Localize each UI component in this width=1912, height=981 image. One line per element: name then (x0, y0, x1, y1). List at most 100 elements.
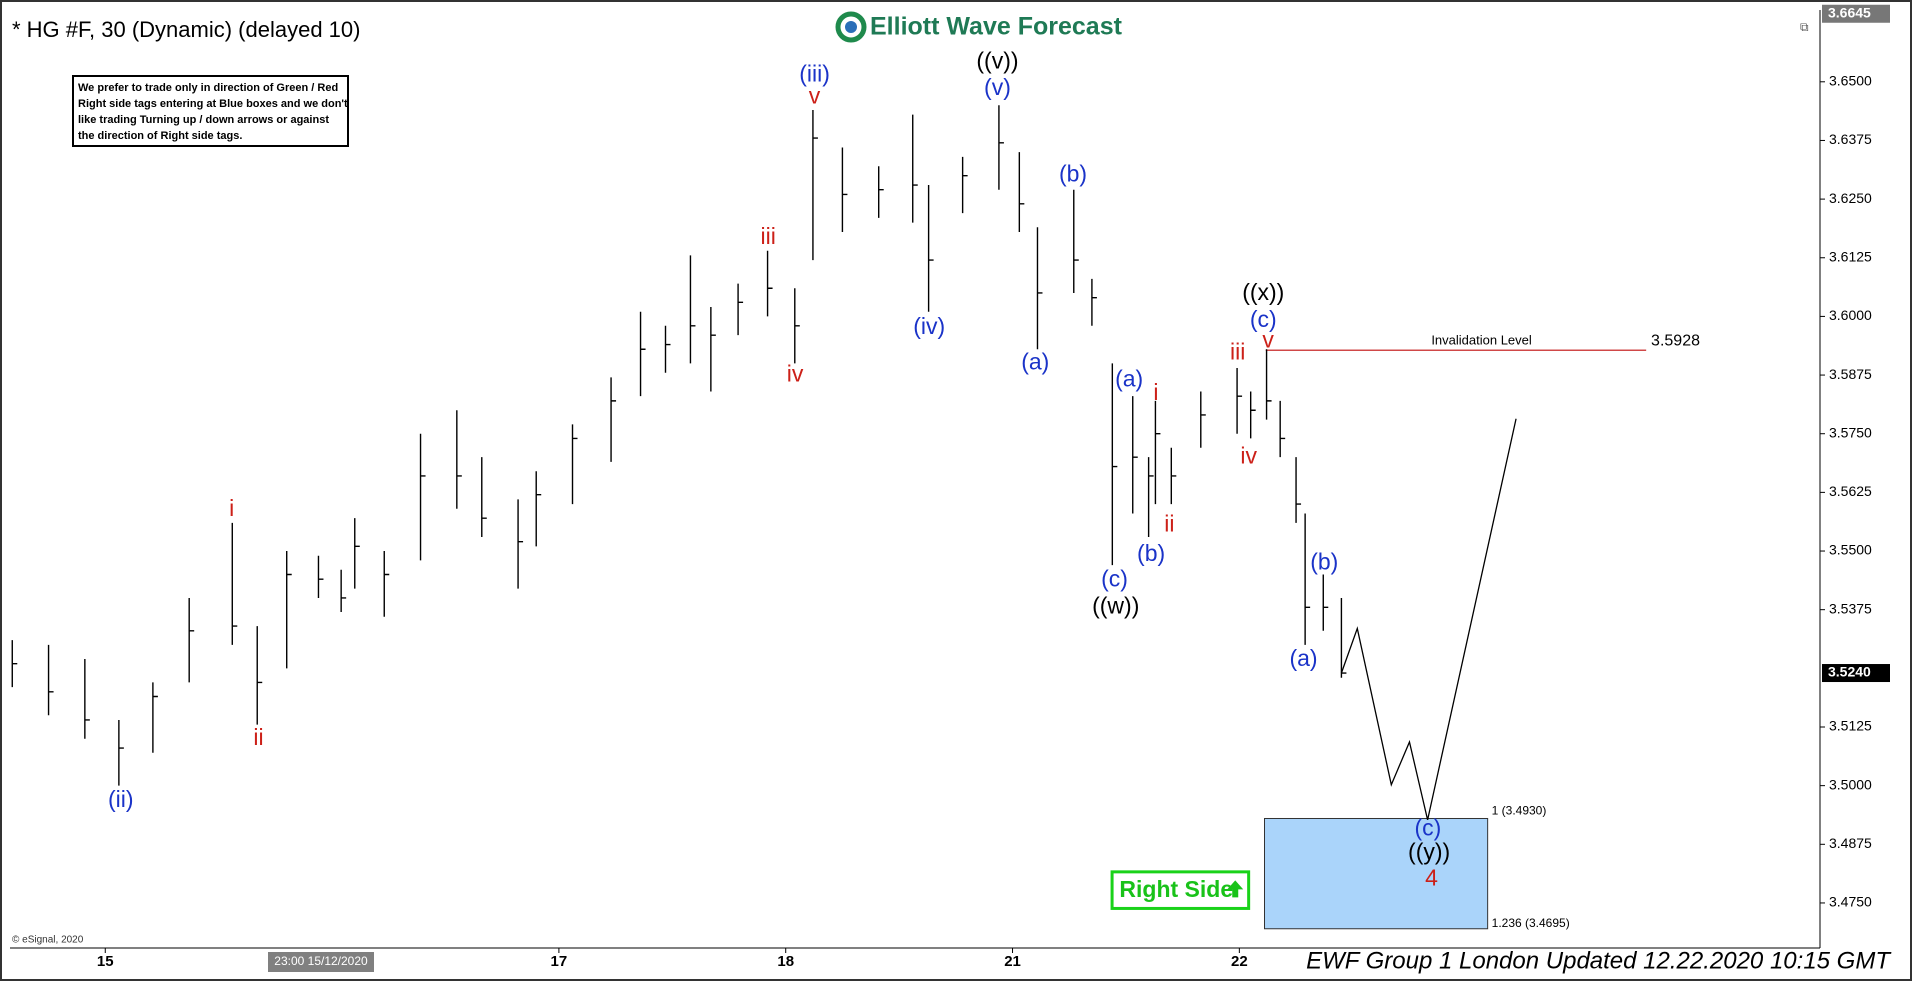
high-price-tag-bg (1822, 4, 1890, 23)
y-tick-label: 3.5750 (1829, 424, 1872, 440)
price-bar (1073, 189, 1079, 293)
price-bar (766, 250, 773, 317)
y-tick-label: 3.4750 (1829, 894, 1872, 910)
invalidation-label: Invalidation Level (1431, 333, 1532, 348)
price-bar (354, 518, 360, 589)
y-tick-label: 3.6500 (1829, 72, 1872, 88)
y-tick-label: 3.5500 (1829, 542, 1872, 558)
price-bar (1249, 391, 1256, 439)
wave-label: 4 (1425, 864, 1438, 890)
wave-label: (b) (1059, 161, 1087, 187)
price-bar (841, 147, 848, 232)
wave-label: ((w)) (1092, 592, 1139, 618)
price-bar (1111, 363, 1118, 566)
price-bar (1322, 574, 1329, 631)
x-tick-label: 21 (1004, 953, 1021, 970)
copyright: © eSignal, 2020 (12, 935, 84, 946)
wave-label: (iii) (799, 61, 830, 87)
note-box (72, 75, 349, 147)
wave-label: (a) (1115, 366, 1143, 392)
price-bar (1265, 349, 1272, 420)
price-bar (737, 283, 744, 336)
price-bar (317, 555, 324, 598)
x-tick-label: 15 (97, 953, 114, 970)
price-bar (689, 255, 696, 364)
wave-label: (a) (1021, 348, 1049, 374)
right-side-arrow (1227, 880, 1244, 898)
x-tick-label: 22 (1231, 953, 1248, 970)
wave-label: (b) (1137, 540, 1165, 566)
wave-label: ((x)) (1242, 279, 1284, 305)
time-tag-bg (268, 952, 374, 972)
price-bar (340, 569, 347, 613)
price-bar (1091, 278, 1097, 326)
note-line: Right side tags entering at Blue boxes a… (78, 98, 348, 110)
right-side-box (1110, 870, 1251, 910)
price-bar (188, 597, 195, 683)
wave-label: (v) (984, 74, 1011, 100)
wave-label: ((v)) (976, 47, 1018, 73)
price-bar (571, 424, 578, 505)
x-tick-label: 18 (777, 953, 794, 970)
note-line: like trading Turning up / down arrows or… (78, 114, 329, 126)
price-bar (517, 499, 524, 589)
logo-bg (830, 8, 1122, 46)
price-bar (1295, 457, 1302, 523)
wave-label: iii (1230, 339, 1245, 365)
price-bar (1170, 447, 1177, 505)
price-bar (231, 522, 238, 645)
price-bar (152, 682, 158, 753)
wave-label: v (1262, 327, 1274, 353)
wave-label: iv (787, 361, 804, 387)
price-bar (47, 644, 54, 716)
high-price-tag: 3.6645 (1828, 4, 1871, 20)
price-bar (456, 410, 462, 509)
price-bar (878, 166, 884, 218)
price-bar (256, 626, 263, 725)
price-bar (1279, 400, 1286, 458)
price-bar (535, 471, 542, 547)
wave-label: ii (253, 724, 263, 750)
note-line: We prefer to trade only in direction of … (78, 82, 338, 94)
price-bar (11, 640, 18, 688)
price-bar (1018, 152, 1025, 232)
y-tick-label: 3.5875 (1829, 366, 1872, 382)
wave-label: v (809, 83, 821, 109)
price-bar (1036, 227, 1043, 350)
y-tick-label: 3.6250 (1829, 190, 1872, 206)
price-bar (286, 551, 292, 669)
wave-label: i (1153, 379, 1158, 405)
logo: Elliott Wave Forecast (830, 8, 1123, 46)
price-bar (912, 114, 918, 223)
price-bar (961, 156, 968, 214)
y-tick-label: 3.6125 (1829, 248, 1872, 264)
wave-label: (c) (1101, 566, 1128, 592)
wave-label: (c) (1250, 306, 1277, 332)
price-bar (1132, 396, 1138, 514)
logo-text: Elliott Wave Forecast (870, 13, 1123, 41)
y-tick-label: 3.5000 (1829, 776, 1872, 792)
price-bar (1154, 400, 1161, 505)
price-bar (610, 377, 617, 462)
price-bar (998, 105, 1004, 190)
wave-label: i (229, 495, 234, 521)
price-bar (1340, 597, 1347, 678)
price-bar (84, 658, 90, 739)
y-tick-label: 3.5125 (1829, 718, 1872, 734)
time-tag: 23:00 15/12/2020 (274, 954, 368, 968)
price-bar (794, 288, 800, 364)
right-side-label: Right Side (1119, 876, 1233, 902)
y-tick-label: 3.5625 (1829, 483, 1872, 499)
last-price-tag-bg (1822, 664, 1890, 683)
logo-icon-core (845, 21, 857, 33)
y-tick-label: 3.6375 (1829, 131, 1872, 147)
price-bar (812, 109, 818, 261)
price-bar (1200, 391, 1206, 448)
note-line: the direction of Right side tags. (78, 130, 242, 142)
projection-line (1340, 418, 1517, 821)
price-bar (927, 185, 934, 312)
price-bar (419, 433, 426, 561)
wave-label: ((y)) (1408, 839, 1450, 865)
wave-label: (b) (1310, 548, 1338, 574)
